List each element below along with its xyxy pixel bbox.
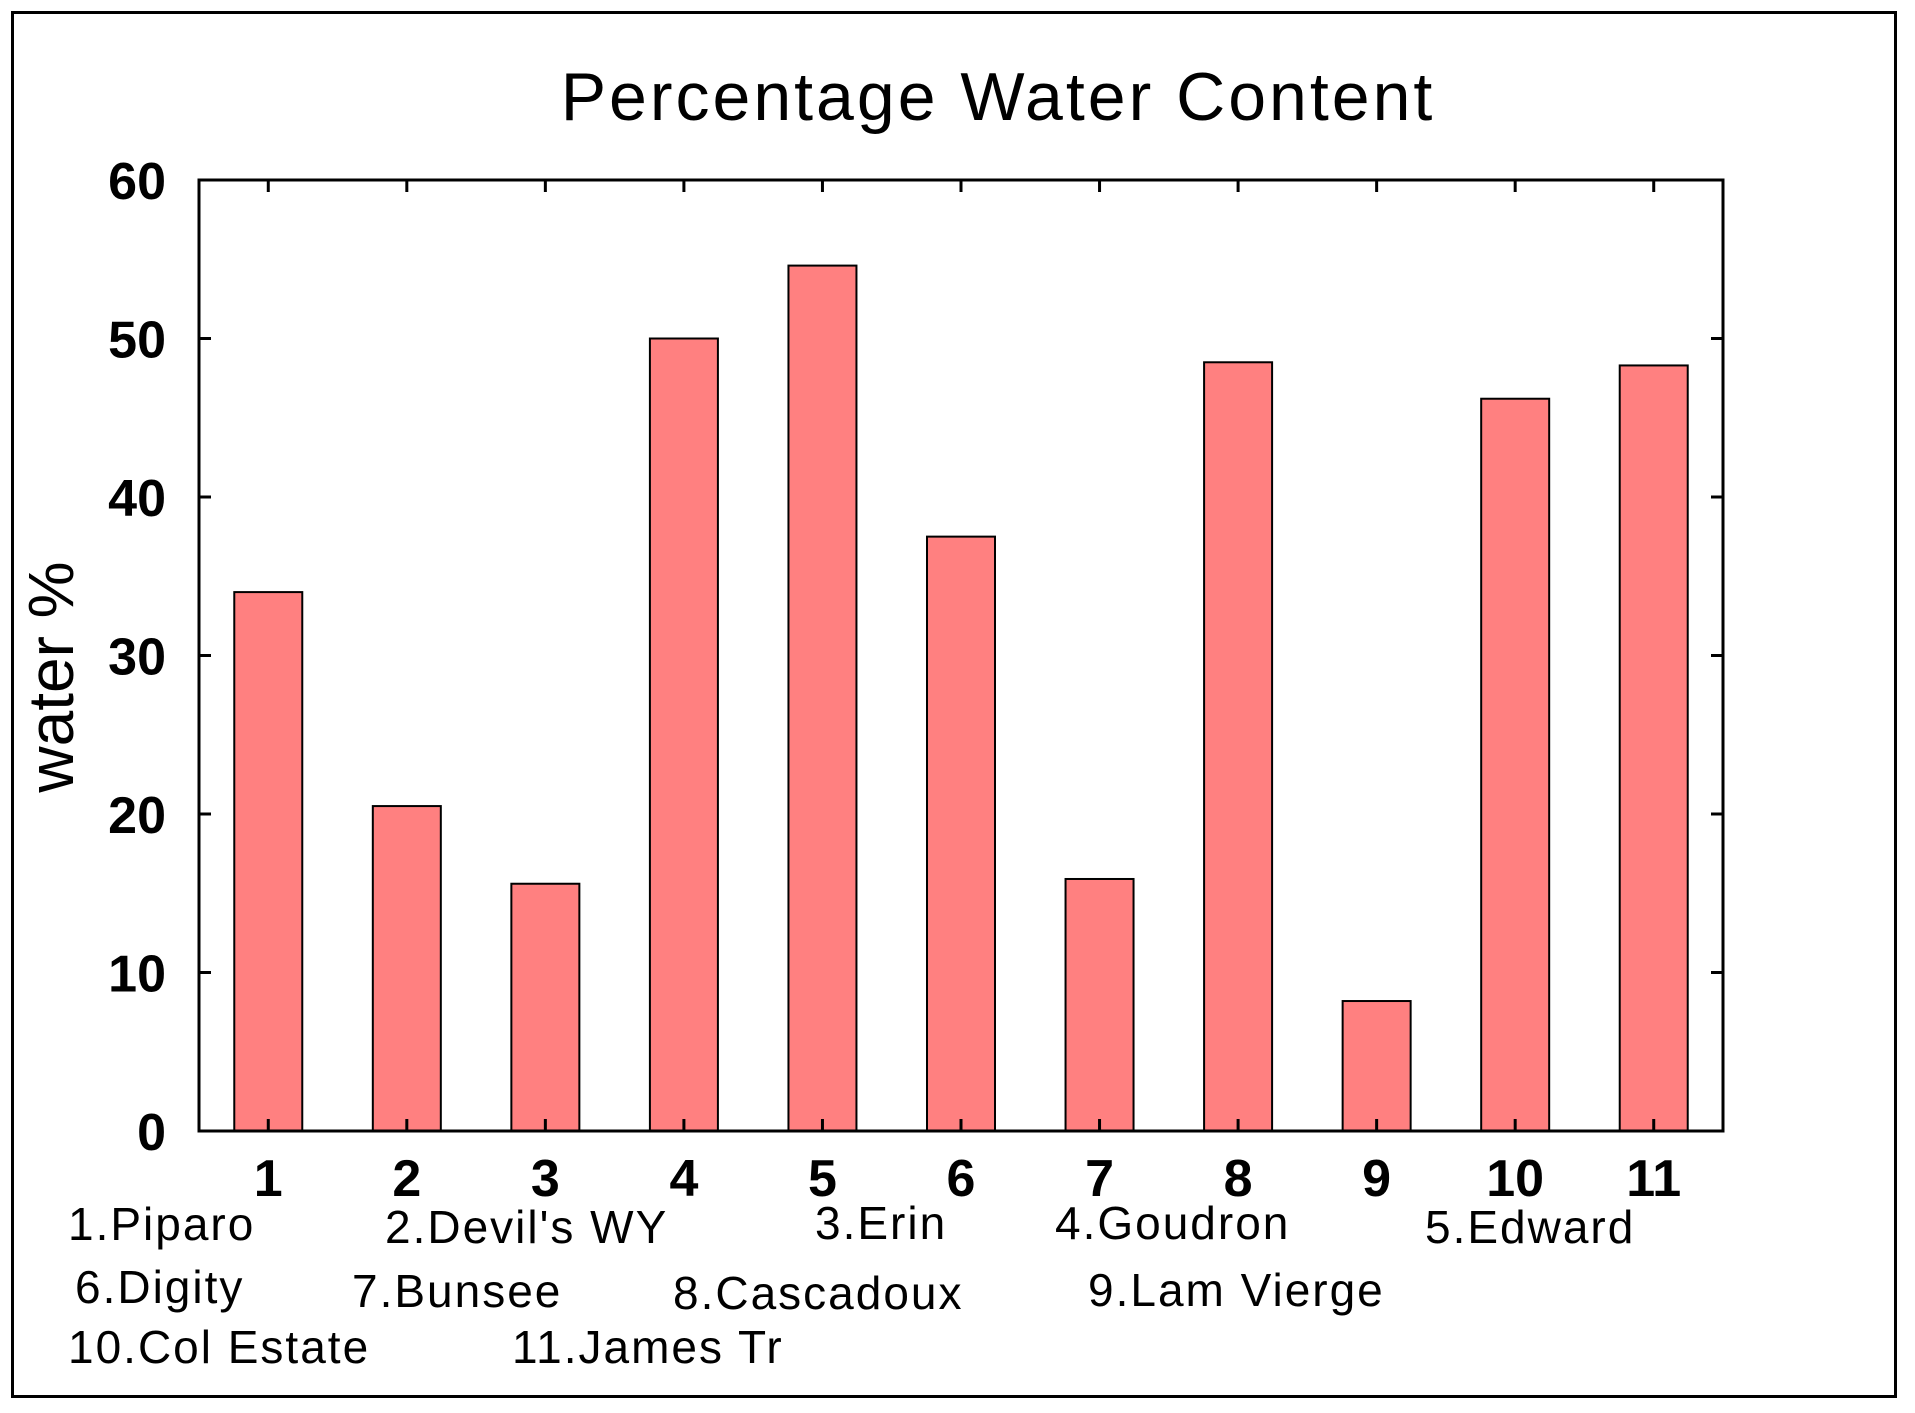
bar-6	[926, 535, 996, 1132]
x-tick-label-6: 6	[947, 1150, 976, 1208]
bar-3	[510, 882, 581, 1132]
bars-group	[233, 264, 1689, 1133]
legend-entry-10: 10.Col Estate	[68, 1321, 370, 1373]
x-tick-label-9: 9	[1362, 1150, 1391, 1208]
y-tick-label-20: 20	[108, 787, 166, 845]
y-tick-label-60: 60	[108, 153, 166, 211]
legend-entry-5: 5.Edward	[1425, 1201, 1635, 1253]
legend-entry-3: 3.Erin	[815, 1197, 947, 1249]
legend-entry-9: 9.Lam Vierge	[1088, 1264, 1385, 1316]
x-tick-label-5: 5	[808, 1150, 837, 1208]
x-tick-label-7: 7	[1085, 1150, 1114, 1208]
bar-10	[1480, 397, 1551, 1133]
legend-entry-1: 1.Piparo	[68, 1198, 255, 1250]
bar-2	[371, 805, 442, 1132]
legend-entry-7: 7.Bunsee	[352, 1265, 562, 1317]
bar-11	[1618, 364, 1689, 1132]
bar-7	[1064, 877, 1135, 1132]
legend-entry-6: 6.Digity	[75, 1261, 244, 1313]
bar-1	[233, 591, 304, 1132]
x-tick-label-4: 4	[669, 1150, 698, 1208]
legend: 1.Piparo 2.Devil's WY 3.Erin 4.Goudron 5.Edw…	[68, 1197, 1635, 1373]
x-tick-label-3: 3	[531, 1150, 560, 1208]
y-tick-label-30: 30	[108, 629, 166, 687]
bar-5	[787, 264, 858, 1132]
y-tick-label-10: 10	[108, 946, 166, 1004]
bar-8	[1203, 361, 1274, 1132]
legend-entry-11: 11.James Tr	[512, 1321, 784, 1373]
chart-title: Percentage Water Content	[561, 59, 1436, 135]
y-axis-label: water %	[15, 561, 87, 793]
legend-entry-4: 4.Goudron	[1055, 1197, 1290, 1249]
y-tick-label-0: 0	[137, 1104, 166, 1162]
y-axis-ticks: 0 10 20 30 40 50 60	[108, 153, 1723, 1162]
x-tick-label-8: 8	[1224, 1150, 1253, 1208]
x-tick-label-1: 1	[254, 1150, 283, 1208]
x-tick-label-2: 2	[392, 1150, 421, 1208]
legend-entry-8: 8.Cascadoux	[673, 1267, 964, 1319]
x-axis-ticks: 1 2 3 4 5 6 7 8 9 10 11	[254, 180, 1681, 1208]
x-tick-label-11: 11	[1626, 1150, 1681, 1208]
legend-entry-2: 2.Devil's WY	[385, 1201, 668, 1253]
bar-4	[648, 337, 719, 1132]
y-tick-label-50: 50	[108, 312, 166, 370]
y-tick-label-40: 40	[108, 470, 166, 528]
bar-9	[1341, 1000, 1412, 1133]
x-tick-label-10: 10	[1486, 1150, 1544, 1208]
